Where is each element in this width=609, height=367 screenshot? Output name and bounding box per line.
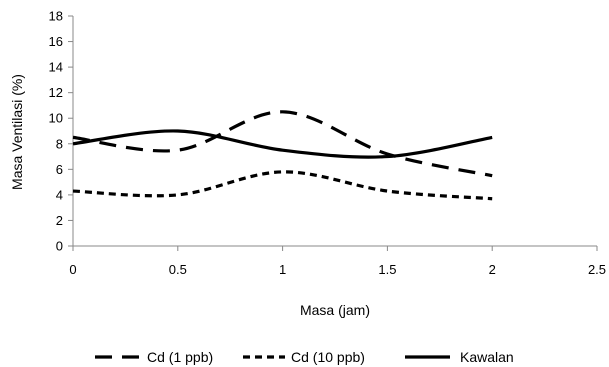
y-tick-label: 4 bbox=[56, 187, 63, 202]
y-axis-ticks: 0 2 4 6 8 10 12 14 16 18 bbox=[49, 9, 73, 254]
x-tick-label: 1 bbox=[279, 262, 286, 277]
y-axis-title: Masa Ventilasi (%) bbox=[9, 74, 25, 190]
x-axis-title: Masa (jam) bbox=[300, 302, 370, 318]
x-tick-label: 2 bbox=[489, 262, 496, 277]
x-axis-ticks: 0 0.5 1 1.5 2 2.5 bbox=[69, 246, 606, 277]
legend: Cd (1 ppb) Cd (10 ppb) Kawalan bbox=[95, 349, 514, 365]
x-tick-label: 0 bbox=[69, 262, 76, 277]
series-line-cd-10-ppb bbox=[72, 170, 493, 201]
y-tick-label: 10 bbox=[49, 111, 63, 126]
series-line-kawalan bbox=[72, 129, 493, 159]
x-tick-label: 0.5 bbox=[169, 262, 187, 277]
y-tick-label: 16 bbox=[49, 34, 63, 49]
y-tick-label: 0 bbox=[56, 239, 63, 254]
y-tick-label: 6 bbox=[56, 162, 63, 177]
x-tick-label: 2.5 bbox=[588, 262, 606, 277]
series-line-cd-1-ppb bbox=[72, 110, 493, 178]
y-tick-label: 14 bbox=[49, 60, 63, 75]
y-tick-label: 12 bbox=[49, 85, 63, 100]
legend-label: Cd (10 ppb) bbox=[291, 349, 365, 365]
y-tick-label: 8 bbox=[56, 136, 63, 151]
y-tick-label: 2 bbox=[56, 213, 63, 228]
series-lines bbox=[72, 110, 493, 201]
x-tick-label: 1.5 bbox=[378, 262, 396, 277]
legend-label: Kawalan bbox=[460, 349, 514, 365]
legend-label: Cd (1 ppb) bbox=[147, 349, 213, 365]
y-tick-label: 18 bbox=[49, 9, 63, 24]
